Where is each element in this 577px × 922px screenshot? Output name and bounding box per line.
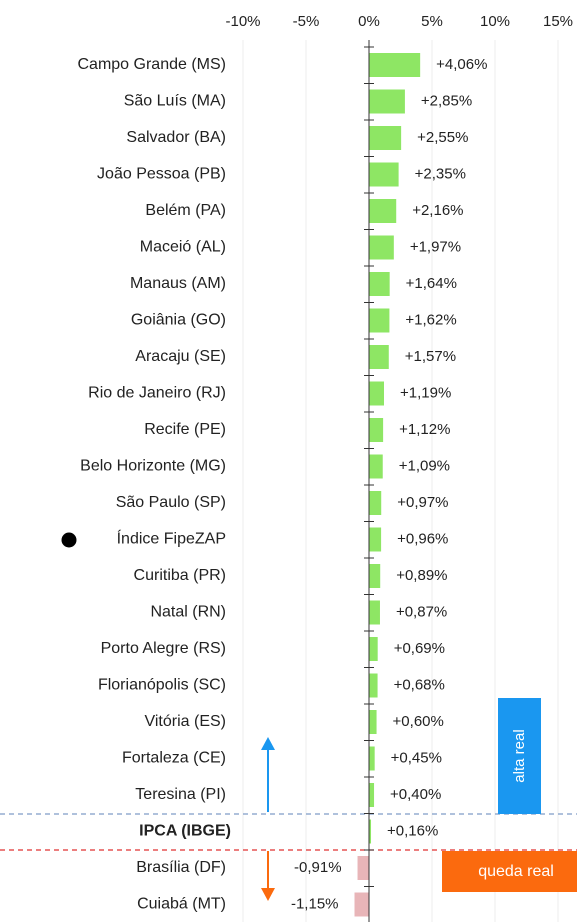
bar bbox=[369, 345, 389, 369]
y-tick-label: Rio de Janeiro (RJ) bbox=[88, 385, 226, 402]
value-label: +2,35% bbox=[415, 165, 466, 182]
value-label: +0,45% bbox=[391, 749, 442, 766]
y-tick-label: Campo Grande (MS) bbox=[78, 56, 227, 73]
x-tick-label: 5% bbox=[421, 13, 443, 30]
value-label: +1,57% bbox=[405, 348, 456, 365]
bar bbox=[369, 746, 375, 771]
value-label: +0,16% bbox=[387, 822, 438, 839]
y-tick-label: Florianópolis (SC) bbox=[98, 677, 226, 694]
bar bbox=[354, 892, 369, 917]
up-arrow-head bbox=[261, 737, 275, 750]
bar bbox=[369, 491, 382, 515]
bar bbox=[369, 418, 384, 442]
value-label: +2,16% bbox=[412, 202, 463, 219]
y-tick-label: João Pessoa (PB) bbox=[97, 166, 226, 183]
y-tick-label: Porto Alegre (RS) bbox=[101, 640, 226, 657]
alta-real-label: alta real bbox=[511, 729, 528, 782]
x-tick-label: -10% bbox=[225, 13, 260, 30]
y-tick-label: Curitiba (PR) bbox=[134, 567, 226, 584]
value-label: +1,19% bbox=[400, 384, 451, 401]
y-tick-label: Belém (PA) bbox=[145, 202, 226, 219]
y-tick-label: Teresina (PI) bbox=[135, 786, 226, 803]
y-tick-label: Brasília (DF) bbox=[136, 859, 226, 876]
y-tick-label: Índice FipeZAP bbox=[117, 529, 226, 548]
bar bbox=[369, 710, 377, 734]
value-label: +0,97% bbox=[397, 494, 448, 511]
bar bbox=[369, 199, 397, 223]
bar bbox=[369, 783, 375, 807]
value-label: +2,55% bbox=[417, 129, 468, 146]
index-marker bbox=[61, 532, 77, 548]
value-label: +0,69% bbox=[394, 640, 445, 657]
y-tick-label: São Luís (MA) bbox=[124, 93, 226, 110]
x-tick-label: 0% bbox=[358, 13, 380, 30]
y-tick-label: Belo Horizonte (MG) bbox=[80, 458, 226, 475]
bar bbox=[357, 856, 369, 880]
y-tick-label: Manaus (AM) bbox=[130, 275, 226, 292]
value-label: +1,62% bbox=[405, 311, 456, 328]
bar bbox=[369, 527, 382, 552]
bar bbox=[369, 272, 390, 296]
bar bbox=[369, 673, 378, 698]
y-tick-label: Aracaju (SE) bbox=[135, 348, 226, 365]
value-label: +4,06% bbox=[436, 56, 487, 73]
y-tick-label: Vitória (ES) bbox=[144, 713, 226, 730]
bar bbox=[369, 89, 405, 114]
queda-real-label: queda real bbox=[478, 863, 554, 880]
value-label: +1,97% bbox=[410, 238, 461, 255]
y-tick-label: São Paulo (SP) bbox=[116, 494, 226, 511]
bar bbox=[369, 564, 381, 588]
value-label: -0,91% bbox=[294, 859, 342, 876]
value-label: +0,68% bbox=[394, 676, 445, 693]
y-tick-label: Recife (PE) bbox=[144, 421, 226, 438]
value-label: -1,15% bbox=[291, 895, 339, 912]
value-label: +2,85% bbox=[421, 92, 472, 109]
value-label: +0,87% bbox=[396, 603, 447, 620]
bar bbox=[369, 454, 383, 479]
y-tick-label: Maceió (AL) bbox=[140, 239, 226, 256]
y-tick-label: Cuiabá (MT) bbox=[137, 896, 226, 913]
value-label: +0,96% bbox=[397, 530, 448, 547]
x-tick-label: -5% bbox=[293, 13, 320, 30]
bar bbox=[369, 819, 372, 844]
y-tick-label: Fortaleza (CE) bbox=[122, 750, 226, 767]
y-tick-label: IPCA (IBGE) bbox=[139, 823, 231, 840]
bar bbox=[369, 235, 394, 260]
bar bbox=[369, 637, 378, 661]
value-label: +1,12% bbox=[399, 421, 450, 438]
queda-real-box bbox=[442, 851, 577, 892]
bar bbox=[369, 381, 384, 406]
value-label: +1,09% bbox=[399, 457, 450, 474]
x-tick-label: 10% bbox=[480, 13, 510, 30]
value-label: +0,60% bbox=[393, 713, 444, 730]
value-label: +0,40% bbox=[390, 786, 441, 803]
value-label: +1,64% bbox=[406, 275, 457, 292]
y-tick-label: Salvador (BA) bbox=[126, 129, 226, 146]
bar bbox=[369, 53, 421, 77]
bar bbox=[369, 162, 399, 187]
x-tick-label: 15% bbox=[543, 13, 573, 30]
y-tick-label: Natal (RN) bbox=[150, 604, 226, 621]
value-label: +0,89% bbox=[396, 567, 447, 584]
bar bbox=[369, 308, 390, 333]
down-arrow-head bbox=[261, 888, 275, 901]
bar bbox=[369, 126, 402, 150]
alta-real-box bbox=[498, 698, 541, 814]
bar bbox=[369, 600, 380, 625]
y-tick-label: Goiânia (GO) bbox=[131, 312, 226, 329]
